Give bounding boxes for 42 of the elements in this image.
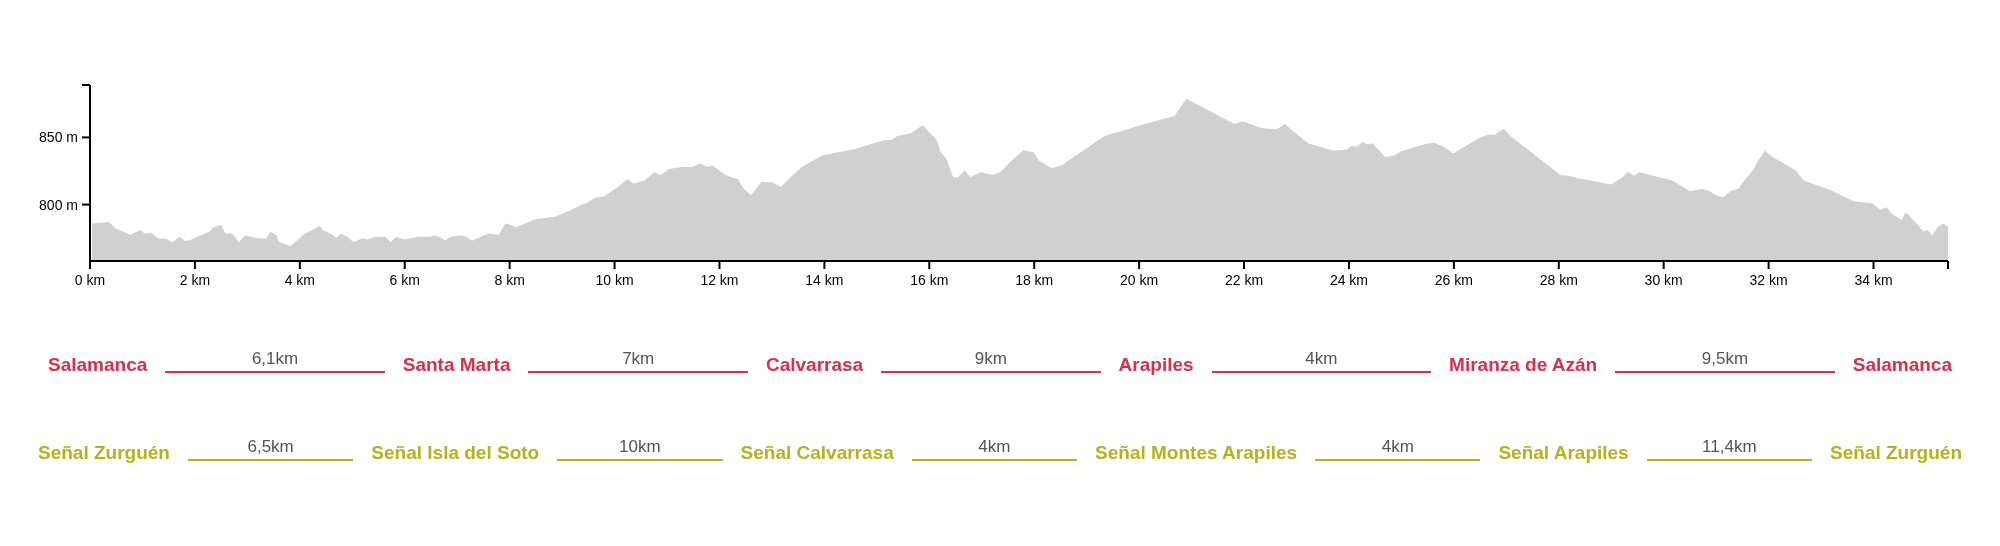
x-tick-label: 26 km	[1434, 272, 1473, 288]
x-tick-label: 8 km	[494, 272, 525, 288]
x-tick-label: 16 km	[910, 272, 949, 288]
x-tick-label: 32 km	[1749, 272, 1788, 288]
x-tick-label: 22 km	[1224, 272, 1264, 288]
text: 6,1km	[251, 349, 299, 369]
x-tick-label: 24 km	[1329, 272, 1369, 288]
y-tick-label: 850 m	[39, 129, 78, 146]
text: Miranza de Azán	[1448, 354, 1599, 376]
text: Señal Calvarrasa	[739, 442, 895, 464]
x-tick-label: 20 km	[1120, 272, 1159, 288]
y-tick-label: 800 m	[39, 196, 78, 213]
text: 6,5km	[247, 437, 294, 457]
text: Señal Zurguén	[1829, 442, 1963, 464]
x-tick-label: 34 km	[1854, 272, 1893, 288]
text: 4km	[1381, 437, 1414, 457]
x-tick-label: 6 km	[389, 272, 420, 288]
text: Señal Montes Arapiles	[1094, 442, 1299, 464]
text: Arapiles	[1117, 354, 1195, 376]
text: 9km	[974, 349, 1007, 369]
text: Salamanca	[1851, 354, 1953, 376]
text: Señal Zurguén	[37, 442, 171, 464]
text: 10km	[619, 437, 661, 457]
text: 11,4km	[1702, 437, 1757, 457]
text: Calvarrasa	[764, 354, 865, 376]
text: 9,5km	[1701, 349, 1749, 369]
text: Señal Arapiles	[1497, 442, 1630, 464]
x-tick-label: 28 km	[1539, 272, 1578, 288]
x-tick-label: 0 km	[74, 272, 106, 288]
x-tick-label: 10 km	[595, 272, 634, 288]
text: 7km	[622, 349, 655, 369]
x-tick-label: 14 km	[805, 272, 844, 288]
x-tick-label: 30 km	[1644, 272, 1683, 288]
x-tick-label: 18 km	[1015, 272, 1054, 288]
x-tick-label: 2 km	[179, 272, 211, 288]
text: 4km	[978, 437, 1011, 457]
text: 4km	[1305, 349, 1338, 369]
text: Santa Marta	[401, 354, 512, 376]
text: Señal Isla del Soto	[370, 442, 541, 464]
text: Salamanca	[47, 354, 149, 376]
x-tick-label: 4 km	[284, 272, 315, 288]
x-tick-label: 12 km	[700, 272, 739, 288]
